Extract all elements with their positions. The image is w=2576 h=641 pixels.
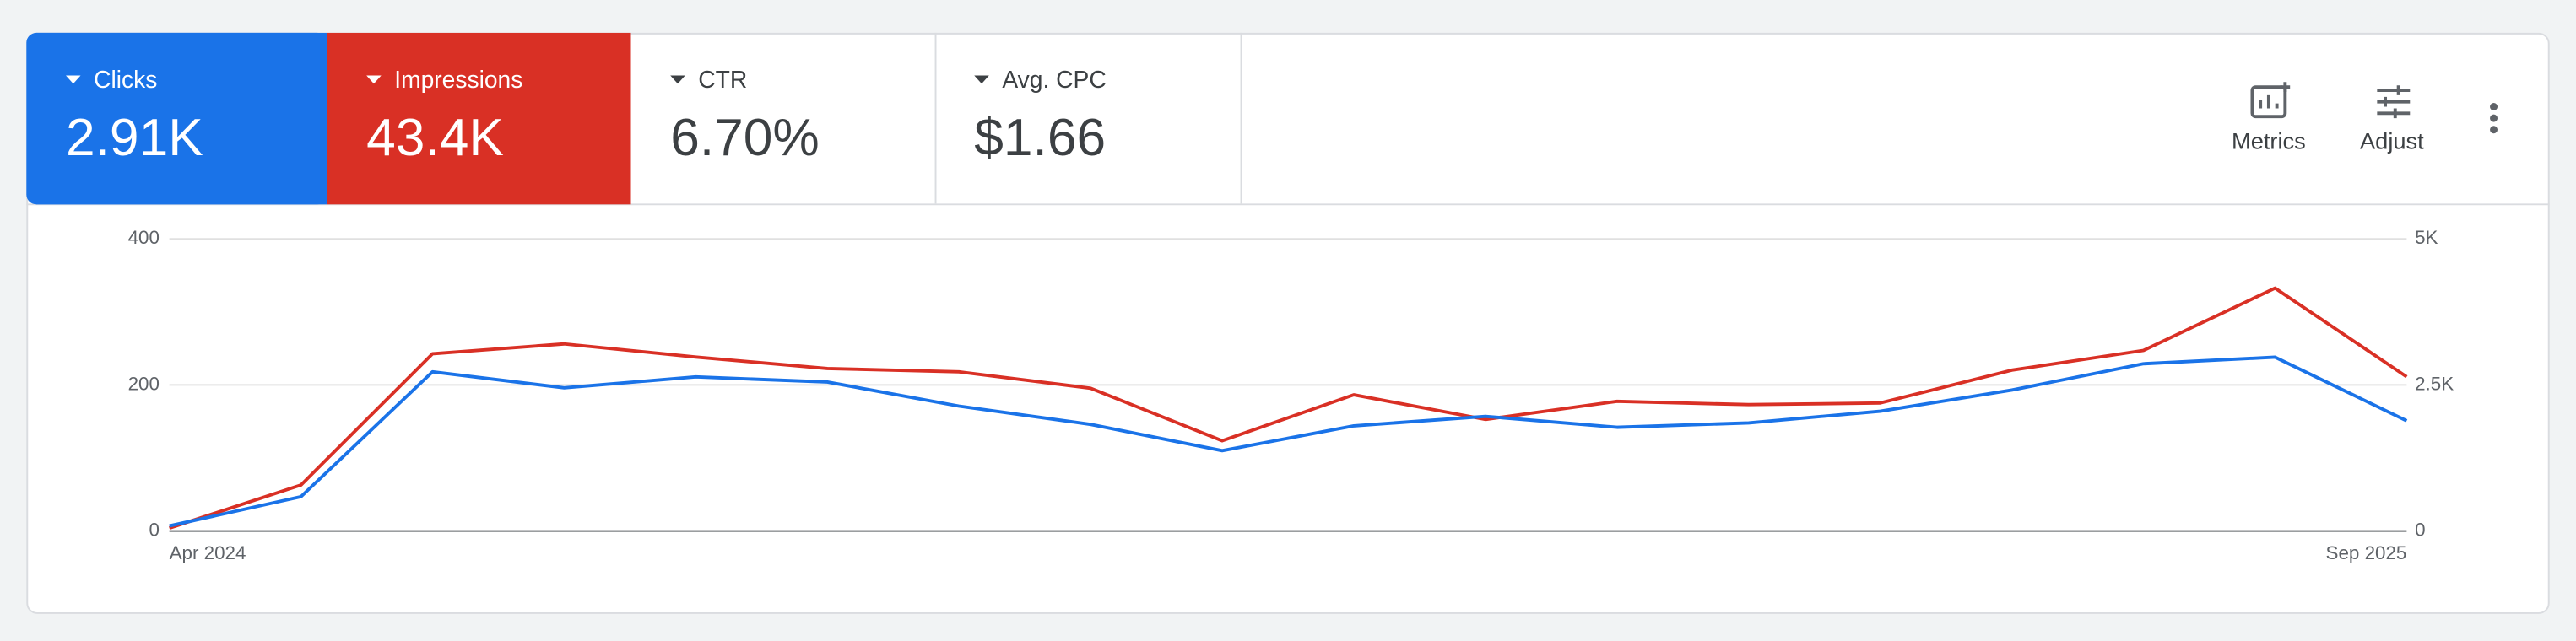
adjust-button[interactable]: Adjust — [2360, 85, 2424, 154]
scorecard-name: Impressions — [394, 66, 522, 93]
y-tick-label: 200 — [128, 373, 160, 394]
scorecard[interactable]: CTR 6.70% — [670, 32, 937, 204]
y-tick-label: 400 — [128, 227, 160, 248]
scorecard-name: Avg. CPC — [1002, 66, 1106, 93]
series-line — [169, 286, 2408, 530]
dropdown-arrow — [974, 75, 989, 84]
dot — [2490, 126, 2498, 134]
y-tick-label: 0 — [149, 520, 159, 541]
x-tick-label: Sep 2025 — [2326, 542, 2407, 563]
more-button[interactable] — [2490, 103, 2498, 134]
metrics-label: Metrics — [2232, 128, 2306, 154]
scorecard-value: 2.91K — [66, 109, 203, 167]
scorecard-name: CTR — [698, 66, 747, 93]
scorecard-value: 6.70% — [670, 109, 820, 167]
scorecard[interactable]: Clicks 2.91K — [26, 32, 327, 205]
metrics-icon — [2250, 85, 2287, 119]
y2-tick-label: 5K — [2415, 227, 2438, 248]
scorecard-name: Clicks — [94, 66, 157, 93]
dropdown-arrow — [366, 75, 382, 84]
x-tick-label: Apr 2024 — [170, 542, 246, 563]
metrics-icon-bars — [2259, 82, 2291, 109]
toolbar: Metrics Adjust — [2232, 82, 2498, 154]
series-line — [169, 355, 2408, 528]
card — [26, 32, 2550, 614]
scorecard-bg — [327, 32, 631, 205]
dropdown-arrow — [66, 75, 81, 84]
dot — [2490, 114, 2498, 122]
dot — [2490, 103, 2498, 110]
scorecard-value: 43.4K — [366, 109, 504, 167]
scorecard[interactable]: Impressions 43.4K — [327, 32, 631, 205]
scorecard-bg — [35, 32, 327, 205]
metrics-button[interactable]: Metrics — [2232, 82, 2306, 154]
scorecard[interactable]: Avg. CPC $1.66 — [974, 32, 1242, 204]
y2-tick-label: 2.5K — [2415, 373, 2454, 394]
scorecard-value: $1.66 — [974, 109, 1106, 167]
dropdown-arrow — [670, 75, 685, 84]
adjust-label: Adjust — [2360, 128, 2424, 154]
y2-tick-label: 0 — [2415, 520, 2425, 541]
adjust-icon-knobs — [2384, 85, 2400, 119]
